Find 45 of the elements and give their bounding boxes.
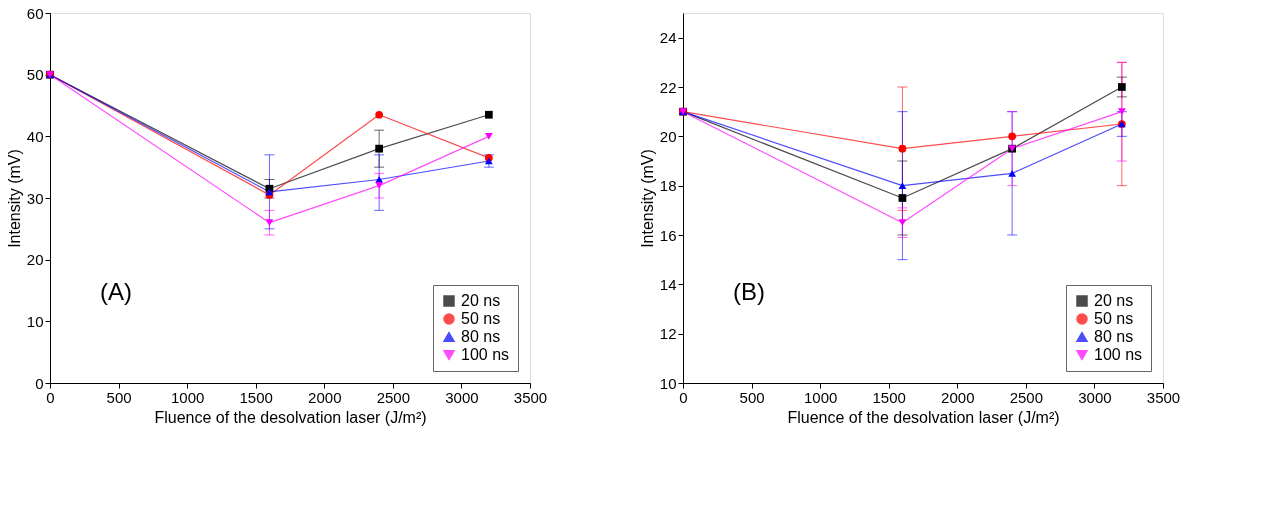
x-tick-label: 1500: [239, 388, 273, 406]
y-axis-title: Intensity (mV): [5, 149, 23, 248]
x-tick-label: 3500: [1146, 388, 1181, 406]
x-tick-label: 2000: [308, 388, 342, 406]
x-tick-label: 1500: [872, 388, 906, 406]
legend-label: 50 ns: [461, 310, 501, 327]
x-tick-label: 1000: [803, 388, 838, 406]
x-axis-title: Fluence of the desolvation laser (J/m²): [787, 408, 1060, 426]
legend-label: 100 ns: [1094, 346, 1143, 363]
legend-label: 50 ns: [1094, 310, 1134, 327]
y-tick-label: 30: [26, 189, 44, 207]
y-tick-label: 20: [659, 127, 677, 145]
y-tick-label: 40: [26, 127, 44, 145]
x-tick-label: 500: [739, 388, 765, 406]
legend-label: 100 ns: [461, 346, 510, 363]
annotation: (A): [100, 278, 132, 305]
y-tick-label: 14: [659, 275, 677, 293]
x-axis-title: Fluence of the desolvation laser (J/m²): [154, 408, 427, 426]
x-tick-label: 2500: [1009, 388, 1044, 406]
x-tick-label: 1000: [170, 388, 205, 406]
x-tick-label: 3000: [1078, 388, 1112, 406]
legend-label: 80 ns: [1094, 328, 1134, 345]
y-tick-label: 60: [26, 4, 44, 22]
legend-label: 20 ns: [461, 292, 501, 309]
y-axis-title: Intensity (mV): [638, 149, 656, 248]
y-tick-label: 10: [26, 312, 44, 330]
legend-label: 20 ns: [1094, 292, 1134, 309]
y-tick-label: 22: [659, 78, 677, 96]
y-tick-label: 50: [26, 66, 44, 84]
y-tick-label: 18: [659, 177, 677, 195]
x-tick-label: 0: [679, 388, 688, 406]
annotation: (B): [733, 278, 765, 305]
x-tick-label: 500: [106, 388, 132, 406]
y-tick-label: 16: [659, 226, 677, 244]
x-tick-label: 2000: [941, 388, 975, 406]
x-tick-label: 2500: [376, 388, 411, 406]
x-tick-label: 0: [46, 388, 55, 406]
y-tick-label: 10: [659, 374, 677, 392]
y-tick-label: 12: [659, 325, 677, 343]
y-tick-label: 0: [35, 374, 44, 392]
x-tick-label: 3500: [513, 388, 548, 406]
y-tick-label: 20: [26, 251, 44, 269]
y-tick-label: 24: [659, 29, 677, 47]
legend-label: 80 ns: [461, 328, 501, 345]
x-tick-label: 3000: [445, 388, 479, 406]
